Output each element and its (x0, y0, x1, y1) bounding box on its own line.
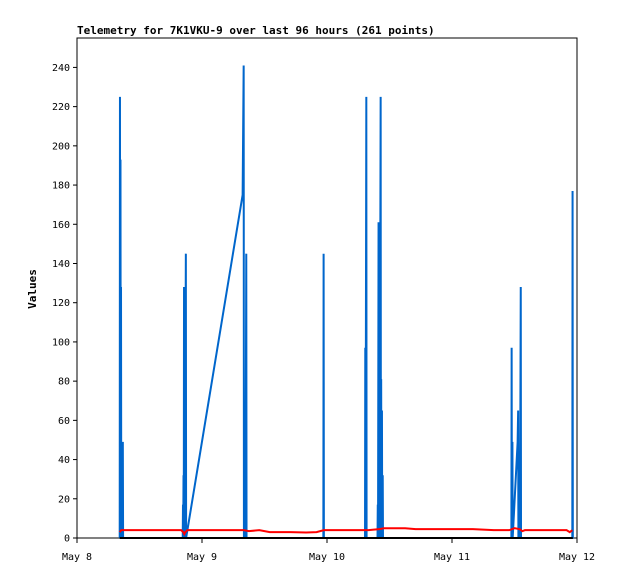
y-tick-label: 160 (52, 220, 70, 231)
x-tick-label: May 9 (187, 552, 217, 563)
y-tick-label: 80 (58, 377, 70, 388)
y-axis-label: Values (26, 269, 39, 309)
y-tick-label: 20 (58, 494, 70, 505)
x-tick-label: May 8 (62, 552, 92, 563)
y-axis: 0 20 40 60 80 100 120 140 160 180 200 220 240 (52, 63, 77, 545)
x-tick-label: May 11 (434, 552, 470, 563)
y-tick-label: 120 (52, 298, 70, 309)
x-axis: May 8 May 9 May 10 May 11 May 12 (62, 538, 595, 563)
y-tick-label: 180 (52, 181, 70, 192)
y-tick-label: 200 (52, 141, 70, 152)
y-tick-label: 100 (52, 337, 70, 348)
x-tick-label: May 10 (309, 552, 345, 563)
series-red-line (118, 527, 573, 537)
y-tick-label: 240 (52, 63, 70, 74)
y-tick-label: 0 (64, 534, 70, 545)
x-tick-label: May 12 (559, 552, 595, 563)
chart-title: Telemetry for 7K1VKU-9 over last 96 hour… (77, 24, 435, 37)
y-tick-label: 220 (52, 102, 70, 113)
plot-area (76, 37, 578, 539)
y-tick-label: 140 (52, 259, 70, 270)
y-tick-label: 60 (58, 416, 70, 427)
series-layer (118, 65, 574, 539)
y-tick-label: 40 (58, 455, 70, 466)
